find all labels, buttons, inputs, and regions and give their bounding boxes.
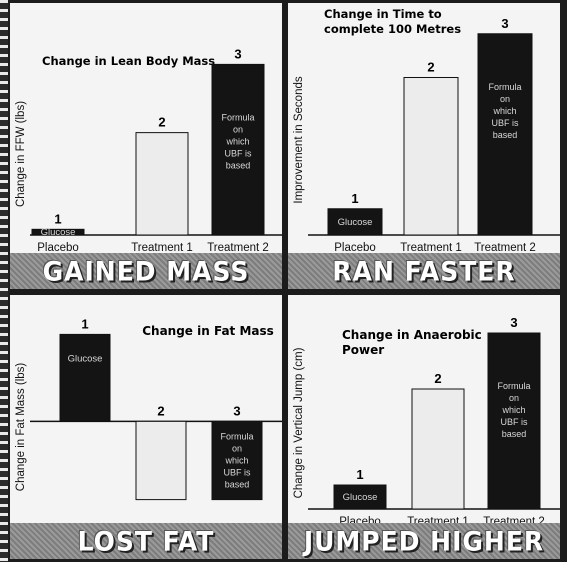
bar-inner-label: based	[225, 479, 250, 489]
bar-inner-label: UBF is	[224, 467, 252, 477]
y-axis-label: Change in Vertical Jump (cm)	[293, 347, 305, 498]
bar-inner-label: which	[225, 136, 249, 146]
y-axis-label: Change in FFW (lbs)	[15, 101, 27, 207]
bar-inner-label: which	[224, 455, 248, 465]
panel-banner: GAINED MASS	[10, 253, 282, 289]
chart-title: Change in Anaerobic	[342, 328, 482, 342]
chart-panel-jumped-higher: Change in Vertical Jump (cm) Change in An…	[288, 295, 560, 559]
bar-inner-label: on	[233, 124, 243, 134]
panel-banner: RAN FASTER	[288, 253, 560, 289]
bar-number-label: 1	[54, 211, 61, 226]
bar-number-label: 2	[158, 115, 165, 130]
bar-inner-label: based	[493, 130, 518, 140]
bar-number-label: 3	[501, 16, 508, 31]
category-label: Placebo	[37, 242, 79, 254]
chart-panel-gained-mass: Change in FFW (lbs) Change in Lean Body M…	[10, 3, 282, 289]
bar	[135, 420, 187, 501]
chart-title: Change in Fat Mass	[142, 324, 274, 338]
bar-chart-100m-time: Improvement in Seconds Change in Time toc…	[293, 7, 560, 254]
chart-panel-ran-faster: Improvement in Seconds Change in Time to c…	[288, 3, 560, 289]
bar-inner-label: on	[500, 94, 510, 104]
bar-number-label: 1	[356, 467, 363, 482]
chart-title: Change in Time to	[324, 7, 442, 21]
bar	[59, 333, 111, 422]
bar-chart-lean-body-mass: Change in FFW (lbs) Change in Lean Body M…	[15, 46, 282, 254]
bar-inner-label: Formula	[220, 431, 253, 441]
chart-title: Power	[342, 343, 384, 357]
bar-inner-label: Formula	[221, 112, 254, 122]
y-axis-label: Improvement in Seconds	[293, 76, 305, 203]
bar-inner-label: based	[502, 429, 527, 439]
banner-text: LOST FAT	[77, 525, 215, 557]
bar-inner-label: Glucose	[338, 217, 373, 228]
bar-inner-label: UBF is	[492, 118, 520, 128]
bar-inner-label: Formula	[488, 82, 521, 92]
bar-inner-label: Glucose	[41, 227, 76, 238]
bar	[31, 228, 85, 236]
bar	[333, 484, 387, 510]
banner-text: RAN FASTER	[332, 255, 516, 287]
category-label: Treatment 1	[131, 242, 193, 254]
panel-banner: JUMPED HIGHER	[288, 523, 560, 559]
chart-panel-lost-fat: Change in Fat Mass (lbs) Change in Fat Ma…	[10, 295, 282, 559]
y-axis-label: Change in Fat Mass (lbs)	[15, 363, 27, 492]
bar	[487, 332, 541, 510]
bar-inner-label: Glucose	[68, 353, 103, 364]
bar-chart-vertical-jump: Change in Vertical Jump (cm) Change in An…	[293, 315, 560, 528]
panel-banner: LOST FAT	[10, 523, 282, 559]
bar-inner-label: based	[226, 160, 251, 170]
chart-title: complete 100 Metres	[324, 22, 461, 36]
category-label: Treatment 2	[474, 242, 536, 254]
bar-number-label: 3	[234, 46, 241, 61]
category-label: Placebo	[334, 242, 376, 254]
banner-text: GAINED MASS	[42, 255, 250, 287]
bar-inner-label: which	[501, 405, 525, 415]
bar	[211, 420, 263, 501]
bar	[403, 77, 459, 236]
bar-inner-label: on	[509, 393, 519, 403]
category-label: Treatment 1	[400, 242, 462, 254]
bar-inner-label: Glucose	[343, 492, 378, 503]
bar-number-label: 2	[427, 60, 434, 75]
bar-number-label: 1	[81, 316, 88, 331]
bar-inner-label: which	[492, 106, 516, 116]
bar	[327, 208, 383, 236]
bar-inner-label: Formula	[497, 381, 530, 391]
bar	[211, 63, 265, 236]
chart-title: Change in Lean Body Mass	[42, 54, 215, 68]
bar	[135, 132, 189, 236]
bar-inner-label: UBF is	[225, 148, 253, 158]
bar-inner-label: UBF is	[501, 417, 529, 427]
page-edge-strip	[0, 0, 8, 562]
bar-number-label: 1	[351, 191, 358, 206]
bar-inner-label: on	[232, 443, 242, 453]
bar-number-label: 2	[434, 371, 441, 386]
bar	[477, 33, 533, 236]
banner-text: JUMPED HIGHER	[303, 525, 545, 557]
bar	[411, 388, 465, 510]
category-label: Treatment 2	[207, 242, 269, 254]
bar-chart-fat-mass: Change in Fat Mass (lbs) Change in Fat Ma…	[15, 316, 282, 536]
bar-number-label: 2	[157, 403, 164, 418]
bar-number-label: 3	[510, 315, 517, 330]
bar-number-label: 3	[233, 403, 240, 418]
